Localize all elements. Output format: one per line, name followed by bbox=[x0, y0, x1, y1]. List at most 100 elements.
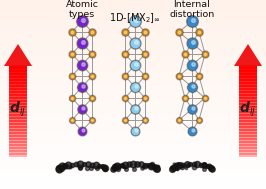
Bar bbox=[239, 83, 257, 86]
Bar bbox=[9, 121, 27, 124]
Bar bbox=[9, 77, 27, 80]
Bar bbox=[239, 109, 257, 112]
Bar bbox=[239, 144, 257, 146]
Bar bbox=[9, 94, 27, 96]
Bar bbox=[239, 103, 257, 105]
Bar bbox=[239, 129, 257, 131]
Bar bbox=[9, 115, 27, 118]
Bar bbox=[9, 120, 27, 122]
Bar bbox=[9, 73, 27, 75]
Bar bbox=[9, 80, 27, 83]
Bar bbox=[9, 145, 27, 148]
Bar bbox=[239, 120, 257, 122]
Bar bbox=[9, 142, 27, 145]
Bar bbox=[239, 114, 257, 116]
Bar bbox=[9, 86, 27, 89]
Bar bbox=[9, 98, 27, 101]
Bar bbox=[9, 150, 27, 153]
Bar bbox=[239, 108, 257, 110]
Bar bbox=[239, 91, 257, 93]
Bar bbox=[9, 65, 27, 67]
Bar bbox=[9, 132, 27, 134]
Polygon shape bbox=[4, 44, 32, 66]
Bar bbox=[239, 67, 257, 69]
Bar bbox=[239, 142, 257, 145]
Bar bbox=[239, 97, 257, 99]
Bar bbox=[9, 118, 27, 121]
Bar bbox=[239, 68, 257, 70]
Bar bbox=[239, 154, 257, 157]
Bar bbox=[9, 109, 27, 112]
Bar bbox=[9, 153, 27, 156]
Bar bbox=[9, 74, 27, 77]
Bar bbox=[239, 118, 257, 121]
Bar bbox=[239, 111, 257, 113]
Bar bbox=[9, 144, 27, 146]
Bar bbox=[9, 92, 27, 95]
Bar bbox=[9, 123, 27, 125]
Bar bbox=[239, 76, 257, 78]
Bar bbox=[239, 115, 257, 118]
Bar bbox=[239, 86, 257, 89]
Bar bbox=[239, 112, 257, 115]
Text: Atomic
types: Atomic types bbox=[65, 0, 98, 19]
Bar bbox=[9, 154, 27, 157]
Bar bbox=[239, 135, 257, 137]
Bar bbox=[239, 139, 257, 142]
Bar bbox=[239, 95, 257, 98]
Bar bbox=[239, 133, 257, 136]
Bar bbox=[9, 138, 27, 140]
Bar bbox=[239, 147, 257, 149]
Bar bbox=[9, 105, 27, 107]
Bar bbox=[9, 139, 27, 142]
Bar bbox=[9, 68, 27, 70]
Bar bbox=[9, 85, 27, 87]
Bar bbox=[239, 105, 257, 107]
Bar bbox=[9, 127, 27, 130]
Bar bbox=[9, 126, 27, 128]
Bar bbox=[239, 127, 257, 130]
Bar bbox=[9, 67, 27, 69]
Bar bbox=[9, 82, 27, 84]
Text: $\boldsymbol{d}_{ij}$: $\boldsymbol{d}_{ij}$ bbox=[239, 99, 257, 119]
Bar bbox=[9, 151, 27, 154]
Bar bbox=[9, 103, 27, 105]
Bar bbox=[239, 153, 257, 156]
Bar bbox=[239, 141, 257, 143]
Bar bbox=[9, 135, 27, 137]
Bar bbox=[239, 148, 257, 151]
Bar bbox=[239, 82, 257, 84]
Bar bbox=[239, 100, 257, 102]
Bar bbox=[239, 145, 257, 148]
Bar bbox=[239, 88, 257, 90]
Bar bbox=[239, 89, 257, 92]
Bar bbox=[9, 133, 27, 136]
Bar bbox=[9, 101, 27, 104]
Bar bbox=[9, 117, 27, 119]
Bar bbox=[239, 126, 257, 128]
Bar bbox=[9, 71, 27, 74]
Bar bbox=[9, 106, 27, 108]
Bar bbox=[239, 101, 257, 104]
Bar bbox=[239, 77, 257, 80]
Bar bbox=[9, 97, 27, 99]
Bar bbox=[9, 124, 27, 127]
Bar bbox=[239, 136, 257, 139]
Bar bbox=[9, 95, 27, 98]
Bar bbox=[239, 106, 257, 108]
Bar bbox=[9, 136, 27, 139]
Bar bbox=[9, 91, 27, 93]
Text: Internal
distortion: Internal distortion bbox=[169, 0, 215, 19]
Bar bbox=[239, 121, 257, 124]
Bar bbox=[239, 151, 257, 154]
Bar bbox=[239, 130, 257, 133]
Bar bbox=[9, 112, 27, 115]
Bar bbox=[9, 108, 27, 110]
Bar bbox=[239, 117, 257, 119]
Bar bbox=[9, 129, 27, 131]
Bar bbox=[9, 141, 27, 143]
Bar bbox=[239, 92, 257, 95]
Bar bbox=[9, 148, 27, 151]
Bar bbox=[9, 89, 27, 92]
Bar bbox=[239, 123, 257, 125]
